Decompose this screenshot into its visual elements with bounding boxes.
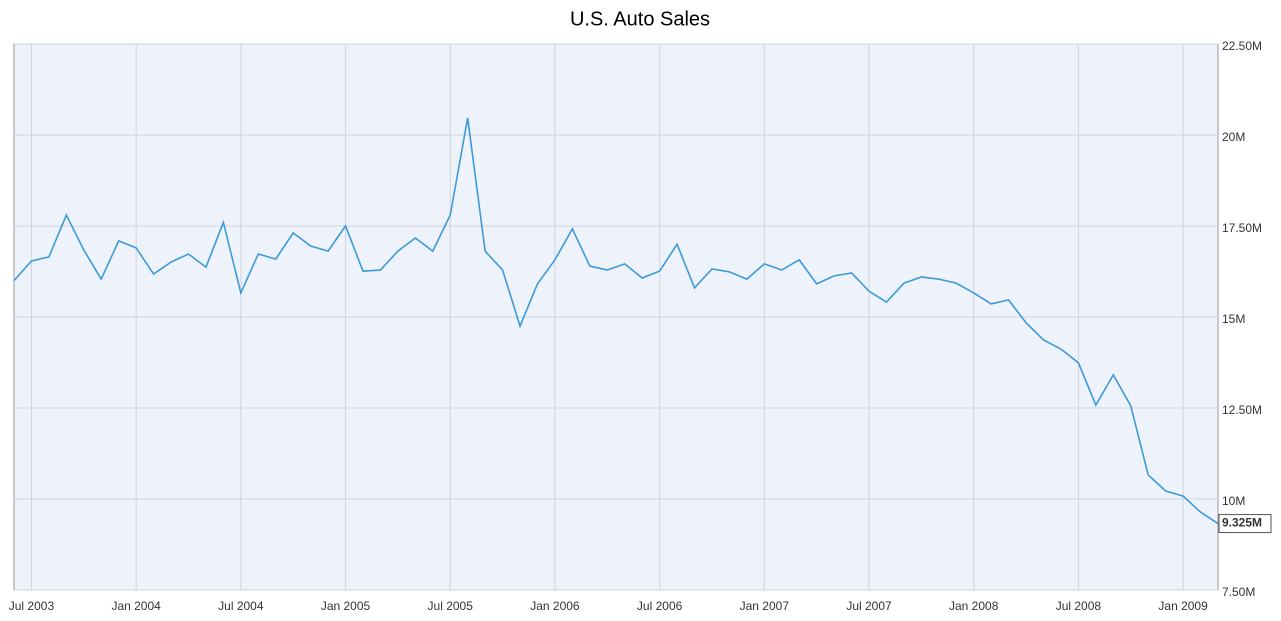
- y-tick-label: 17.50M: [1222, 221, 1262, 235]
- x-tick-label: Jul 2003: [9, 599, 55, 613]
- x-tick-label: Jul 2006: [637, 599, 683, 613]
- chart-title: U.S. Auto Sales: [570, 8, 710, 30]
- x-tick-label: Jan 2009: [1158, 599, 1208, 613]
- y-tick-label: 15M: [1222, 312, 1245, 326]
- x-tick-label: Jul 2005: [428, 599, 474, 613]
- y-tick-label: 7.50M: [1222, 585, 1255, 599]
- y-tick-label: 22.50M: [1222, 39, 1262, 53]
- y-tick-label: 20M: [1222, 130, 1245, 144]
- x-tick-label: Jan 2008: [949, 599, 999, 613]
- x-tick-label: Jan 2007: [740, 599, 790, 613]
- line: [13, 117, 1219, 525]
- x-tick-label: Jul 2004: [218, 599, 264, 613]
- x-tick-label: Jan 2005: [321, 599, 371, 613]
- x-tick-label: Jan 2004: [111, 599, 161, 613]
- x-tick-label: Jul 2007: [846, 599, 892, 613]
- x-tick-label: Jan 2006: [530, 599, 580, 613]
- value-label-box: [1218, 514, 1272, 534]
- y-tick-label: 10M: [1222, 494, 1245, 508]
- y-tick-label: 12.50M: [1222, 403, 1262, 417]
- value-label: 9.325M: [1222, 516, 1262, 530]
- x-tick-label: Jul 2008: [1056, 599, 1102, 613]
